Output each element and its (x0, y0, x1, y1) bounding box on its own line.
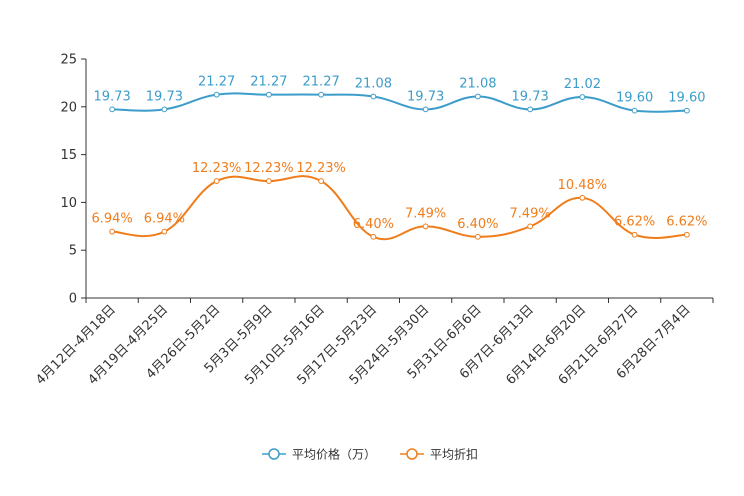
data-label: 21.08 (459, 76, 496, 91)
series-1: 6.94% 6.94%12.23% 12.23% 12.23%6.40%7.49%6.… (91, 161, 708, 241)
data-label: 12.23% (296, 161, 346, 176)
data-label: 19.73 (94, 89, 131, 104)
data-point[interactable] (631, 231, 638, 238)
data-point[interactable] (370, 233, 377, 240)
data-label: 6.62% (614, 215, 655, 230)
data-label: 21.08 (355, 76, 392, 91)
series-line (112, 175, 687, 241)
legend-label: 平均折扣 (430, 447, 478, 462)
data-point[interactable] (579, 194, 586, 201)
series-0: 19.73 19.73 21.27 21.27 21.27 21.08 19.73 21.08… (94, 75, 705, 114)
chart-legend[interactable]: 平均价格（万） 平均折扣 (262, 447, 478, 462)
data-label: 19.73 (512, 89, 549, 104)
y-tick-label: 20 (60, 100, 77, 115)
data-point[interactable] (370, 93, 377, 100)
y-tick-label: 5 (69, 244, 77, 259)
legend-label: 平均价格（万） (292, 447, 376, 462)
data-label: 21.27 (303, 75, 340, 90)
y-tick-label: 15 (60, 148, 77, 163)
data-label: 6.40% (353, 217, 394, 232)
data-point[interactable] (109, 106, 116, 113)
data-label: 7.49% (405, 206, 446, 221)
legend-item-1[interactable]: 平均折扣 (400, 447, 478, 462)
data-label: 6.62% (666, 215, 707, 230)
data-point[interactable] (161, 228, 168, 235)
data-point[interactable] (527, 106, 534, 113)
data-label: 6.94% (91, 212, 132, 227)
data-point[interactable] (422, 106, 429, 113)
data-point[interactable] (161, 106, 168, 113)
data-label: 10.48% (558, 178, 608, 193)
data-label: 12.23% (244, 161, 294, 176)
data-label: 19.60 (616, 91, 653, 106)
data-label: 7.49% (509, 206, 550, 221)
data-label: 19.73 (146, 89, 183, 104)
data-point[interactable] (109, 228, 116, 235)
data-label: 21.27 (198, 75, 235, 90)
legend-item-0[interactable]: 平均价格（万） (262, 447, 376, 462)
data-point[interactable] (318, 178, 325, 184)
data-label: 6.40% (457, 217, 498, 232)
data-label: 19.73 (407, 89, 444, 104)
data-point[interactable] (318, 91, 325, 98)
data-point[interactable] (527, 223, 534, 230)
data-point[interactable] (213, 178, 220, 184)
y-tick-label: 10 (60, 196, 77, 211)
data-label: 19.60 (668, 91, 705, 106)
data-point[interactable] (265, 91, 272, 98)
data-point[interactable] (683, 231, 690, 238)
data-point[interactable] (683, 107, 690, 114)
data-point[interactable] (579, 94, 586, 100)
data-point[interactable] (631, 107, 638, 114)
data-label: 12.23% (192, 161, 242, 176)
data-point[interactable] (213, 91, 220, 98)
data-point[interactable] (474, 93, 481, 100)
legend-marker-icon (406, 448, 418, 460)
legend-marker-icon (268, 448, 280, 460)
y-tick-label: 0 (69, 292, 77, 307)
chart-series: 19.73 19.73 21.27 21.27 21.27 21.08 19.73 21.08… (91, 75, 708, 241)
y-tick-label: 25 (60, 53, 77, 68)
data-point[interactable] (422, 223, 429, 230)
data-label: 6.94% (144, 212, 185, 227)
series-line (112, 92, 687, 113)
data-label: 21.02 (564, 77, 601, 92)
data-point[interactable] (265, 178, 272, 184)
data-label: 21.27 (250, 75, 287, 90)
data-point[interactable] (474, 233, 481, 240)
